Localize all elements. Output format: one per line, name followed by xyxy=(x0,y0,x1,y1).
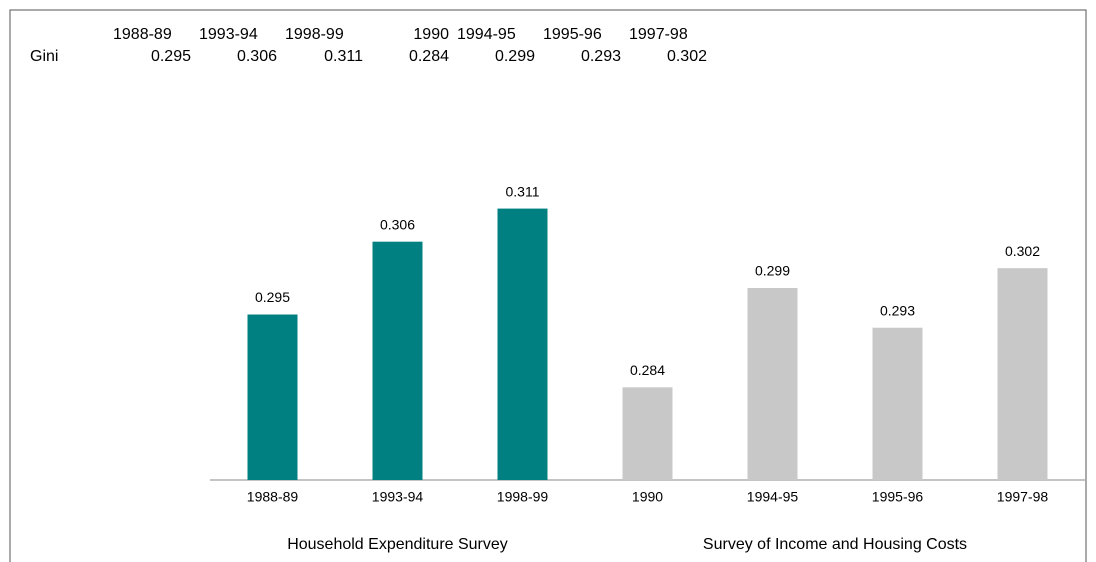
x-tick-label: 1997-98 xyxy=(997,489,1049,505)
x-tick-label: 1990 xyxy=(632,489,663,505)
table-header: 1998-99 xyxy=(285,26,344,43)
data-label: 0.284 xyxy=(630,362,665,378)
bar xyxy=(497,208,548,480)
bar xyxy=(747,288,798,480)
table-header: 1997-98 xyxy=(629,26,688,43)
x-tick-label: 1998-99 xyxy=(497,489,549,505)
table-value: 0.302 xyxy=(667,48,707,65)
table-header: 1993-94 xyxy=(199,26,258,43)
table-value: 0.306 xyxy=(237,48,277,65)
bar xyxy=(622,387,673,480)
table-value: 0.311 xyxy=(324,48,363,65)
data-label: 0.299 xyxy=(755,263,790,279)
group-label: Survey of Income and Housing Costs xyxy=(703,536,967,553)
table-value: 0.293 xyxy=(581,48,621,65)
bar xyxy=(872,327,923,480)
table-value: 0.299 xyxy=(495,48,535,65)
x-tick-label: 1993-94 xyxy=(372,489,424,505)
data-label: 0.295 xyxy=(255,289,290,305)
table-header: 1994-95 xyxy=(457,26,516,43)
data-label: 0.306 xyxy=(380,216,415,232)
table-header: 1990 xyxy=(413,26,449,43)
bar xyxy=(247,314,298,480)
table-header: 1995-96 xyxy=(543,26,602,43)
group-label: Household Expenditure Survey xyxy=(287,536,508,553)
row-label: Gini xyxy=(30,48,58,65)
frame xyxy=(9,9,1087,562)
data-label: 0.293 xyxy=(880,302,915,318)
table-header: 1988-89 xyxy=(113,26,172,43)
bar xyxy=(372,241,423,480)
data-label: 0.302 xyxy=(1005,243,1040,259)
x-tick-label: 1994-95 xyxy=(747,489,799,505)
x-tick-label: 1995-96 xyxy=(872,489,924,505)
x-tick-label: 1988-89 xyxy=(247,489,299,505)
bar xyxy=(997,268,1048,480)
table-value: 0.284 xyxy=(409,48,449,65)
table-value: 0.295 xyxy=(151,48,191,65)
data-label: 0.311 xyxy=(506,183,540,199)
